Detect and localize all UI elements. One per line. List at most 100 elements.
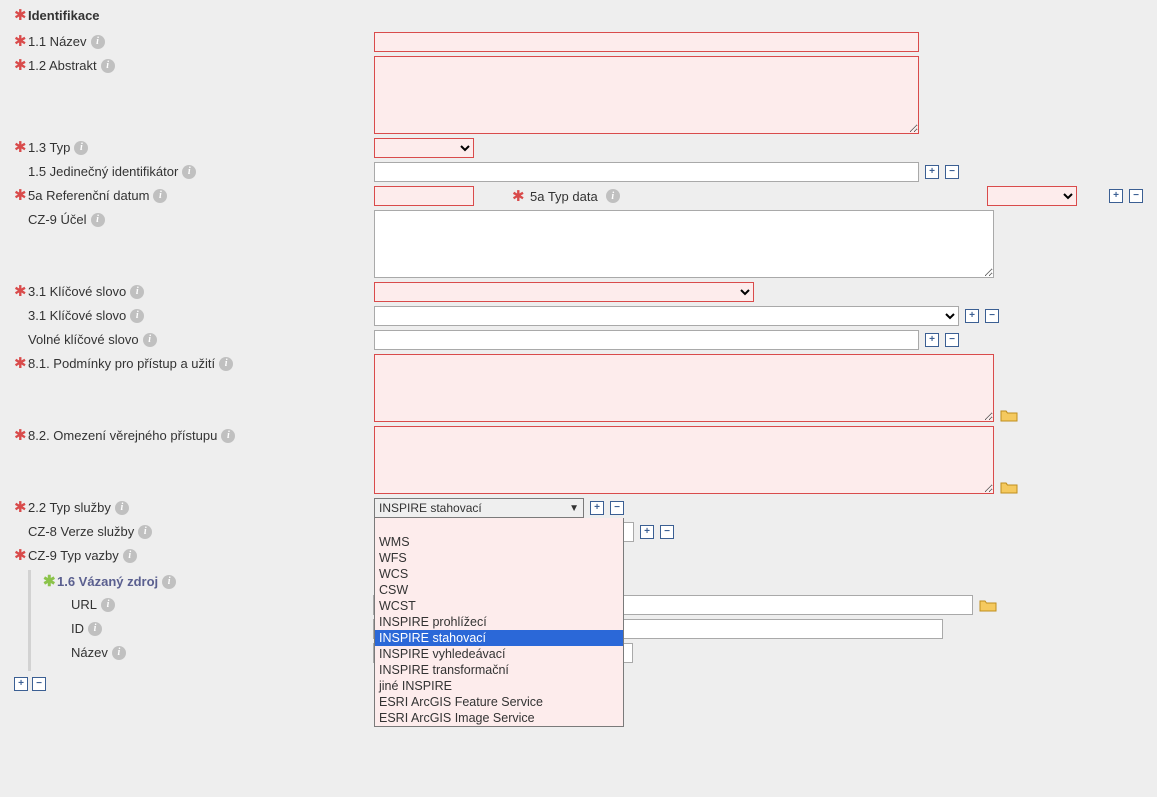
input-nazev[interactable] <box>374 32 919 52</box>
dropdown-option[interactable]: ESRI ArcGIS Feature Service <box>375 694 623 710</box>
required-asterisk-green: ✱ <box>43 574 57 589</box>
required-asterisk: ✱ <box>14 500 28 515</box>
label-kw1: 3.1 Klíčové slovo <box>28 284 130 299</box>
select-kw2[interactable] <box>374 306 959 326</box>
label-ucel: CZ-9 Účel <box>28 212 91 227</box>
row-typ: ✱ 1.3 Typ i <box>14 138 1143 158</box>
info-icon[interactable]: i <box>138 525 152 539</box>
dropdown-option[interactable]: INSPIRE vyhledeávací <box>375 646 623 662</box>
dropdown-option[interactable] <box>375 518 623 534</box>
folder-icon[interactable] <box>1000 408 1018 422</box>
row-typ-sluzby: ✱ 2.2 Typ služby i INSPIRE stahovací ▼ +… <box>14 498 1143 518</box>
label-podminky: 8.1. Podmínky pro přístup a užití <box>28 356 219 371</box>
label-uid: 1.5 Jedinečný identifikátor <box>28 164 182 179</box>
required-asterisk: ✱ <box>14 428 28 443</box>
info-icon[interactable]: i <box>112 646 126 660</box>
label-typ-data: 5a Typ data <box>530 189 602 204</box>
dropdown-option[interactable]: INSPIRE prohlížecí <box>375 614 623 630</box>
label-typ-vazby: CZ-9 Typ vazby <box>28 548 123 563</box>
required-asterisk: ✱ <box>14 188 28 203</box>
input-kw-free[interactable] <box>374 330 919 350</box>
dropdown-option[interactable]: WMS <box>375 534 623 550</box>
folder-icon[interactable] <box>1000 480 1018 494</box>
label-abstrakt: 1.2 Abstrakt <box>28 58 101 73</box>
row-kw-free: Volné klíčové slovo i + − <box>14 330 1143 350</box>
info-icon[interactable]: i <box>74 141 88 155</box>
remove-icon[interactable]: − <box>660 525 674 539</box>
required-asterisk: ✱ <box>14 140 28 155</box>
textarea-abstrakt[interactable] <box>374 56 919 134</box>
remove-icon[interactable]: − <box>945 333 959 347</box>
dropdown-option[interactable]: WFS <box>375 550 623 566</box>
label-vz-id: ID <box>71 621 88 636</box>
required-asterisk: ✱ <box>14 548 28 563</box>
add-icon[interactable]: + <box>14 677 28 691</box>
required-asterisk: ✱ <box>14 284 28 299</box>
remove-icon[interactable]: − <box>945 165 959 179</box>
label-vz-url: URL <box>71 597 101 612</box>
select-kw1[interactable] <box>374 282 754 302</box>
info-icon[interactable]: i <box>91 213 105 227</box>
info-icon[interactable]: i <box>91 35 105 49</box>
required-asterisk: ✱ <box>14 58 28 73</box>
add-icon[interactable]: + <box>925 165 939 179</box>
dropdown-option[interactable]: WCS <box>375 566 623 582</box>
remove-icon[interactable]: − <box>32 677 46 691</box>
row-abstrakt: ✱ 1.2 Abstrakt i <box>14 56 1143 134</box>
dropdown-option[interactable]: ESRI ArcGIS Image Service <box>375 710 623 726</box>
label-omezeni: 8.2. Omezení věrejného přístupu <box>28 428 221 443</box>
required-asterisk: ✱ <box>14 34 28 49</box>
info-icon[interactable]: i <box>130 309 144 323</box>
select-typ-sluzby[interactable]: INSPIRE stahovací ▼ <box>374 498 584 518</box>
textarea-podminky[interactable] <box>374 354 994 422</box>
folder-icon[interactable] <box>979 598 997 612</box>
dropdown-option[interactable]: WCST <box>375 598 623 614</box>
dropdown-option[interactable]: CSW <box>375 582 623 598</box>
info-icon[interactable]: i <box>182 165 196 179</box>
label-kw2: 3.1 Klíčové slovo <box>28 308 130 323</box>
info-icon[interactable]: i <box>101 598 115 612</box>
row-kw1: ✱ 3.1 Klíčové slovo i <box>14 282 1143 302</box>
add-icon[interactable]: + <box>965 309 979 323</box>
row-nazev: ✱ 1.1 Název i <box>14 32 1143 52</box>
info-icon[interactable]: i <box>88 622 102 636</box>
add-icon[interactable]: + <box>1109 189 1123 203</box>
textarea-ucel[interactable] <box>374 210 994 278</box>
row-kw2: 3.1 Klíčové slovo i + − <box>14 306 1143 326</box>
chevron-down-icon: ▼ <box>569 503 579 514</box>
select-typ-data[interactable] <box>987 186 1077 206</box>
add-icon[interactable]: + <box>590 501 604 515</box>
label-vz-nazev: Název <box>71 645 112 660</box>
info-icon[interactable]: i <box>162 575 176 589</box>
info-icon[interactable]: i <box>115 501 129 515</box>
row-podminky: ✱ 8.1. Podmínky pro přístup a užití i <box>14 354 1143 422</box>
dropdown-option[interactable]: INSPIRE transformační <box>375 662 623 678</box>
subgroup-header: 1.6 Vázaný zdroj <box>57 574 158 589</box>
info-icon[interactable]: i <box>101 59 115 73</box>
row-ucel: CZ-9 Účel i <box>14 210 1143 278</box>
input-uid[interactable] <box>374 162 919 182</box>
dropdown-option[interactable]: jiné INSPIRE <box>375 678 623 694</box>
remove-icon[interactable]: − <box>1129 189 1143 203</box>
input-ref-datum[interactable] <box>374 186 474 206</box>
info-icon[interactable]: i <box>221 429 235 443</box>
required-asterisk: ✱ <box>14 8 28 23</box>
add-icon[interactable]: + <box>640 525 654 539</box>
row-uid: 1.5 Jedinečný identifikátor i + − <box>14 162 1143 182</box>
info-icon[interactable]: i <box>143 333 157 347</box>
label-typ: 1.3 Typ <box>28 140 74 155</box>
add-icon[interactable]: + <box>925 333 939 347</box>
info-icon[interactable]: i <box>219 357 233 371</box>
dropdown-option[interactable]: INSPIRE stahovací <box>375 630 623 646</box>
info-icon[interactable]: i <box>606 189 620 203</box>
info-icon[interactable]: i <box>130 285 144 299</box>
info-icon[interactable]: i <box>153 189 167 203</box>
dropdown-typ-sluzby[interactable]: WMSWFSWCSCSWWCSTINSPIRE prohlížecíINSPIR… <box>374 518 624 727</box>
section-header-row: ✱ Identifikace <box>14 8 1143 28</box>
remove-icon[interactable]: − <box>985 309 999 323</box>
select-typ[interactable] <box>374 138 474 158</box>
remove-icon[interactable]: − <box>610 501 624 515</box>
label-nazev: 1.1 Název <box>28 34 91 49</box>
info-icon[interactable]: i <box>123 549 137 563</box>
textarea-omezeni[interactable] <box>374 426 994 494</box>
